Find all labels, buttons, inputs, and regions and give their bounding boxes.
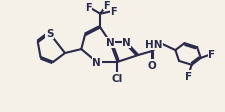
Text: N: N: [106, 38, 115, 48]
Text: N: N: [92, 57, 101, 67]
Text: F: F: [110, 7, 117, 17]
Text: F: F: [208, 50, 215, 59]
Text: N: N: [122, 38, 131, 48]
Text: S: S: [46, 29, 53, 39]
Text: Cl: Cl: [112, 73, 123, 83]
Text: F: F: [103, 1, 110, 11]
Text: O: O: [148, 60, 156, 70]
Text: HN: HN: [145, 40, 163, 50]
Text: F: F: [85, 3, 92, 13]
Text: F: F: [184, 71, 192, 81]
